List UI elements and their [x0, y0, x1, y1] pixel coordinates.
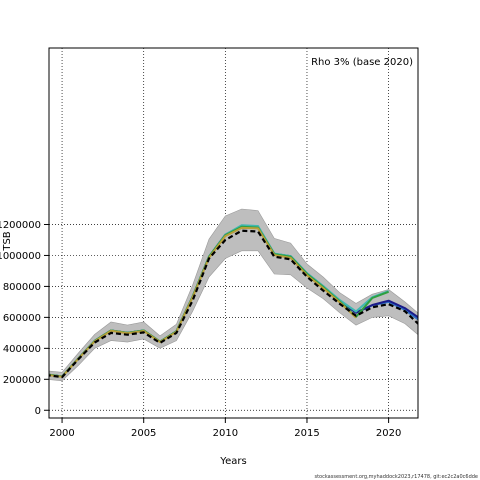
y-tick-label: 400000: [3, 344, 41, 355]
y-axis-label: TSB: [2, 231, 13, 251]
y-axis: 0 200000 400000 600000 800000 1000000 1200000: [0, 220, 49, 417]
x-tick-label: 2010: [213, 428, 238, 439]
y-tick-label: 1000000: [0, 251, 41, 262]
y-tick-label: 800000: [3, 282, 41, 293]
x-tick-label: 2005: [131, 428, 156, 439]
y-tick-label: 600000: [3, 313, 41, 324]
x-axis: 2000 2005 2010 2015 2020: [49, 418, 401, 439]
chart-annotation: Rho 3% (base 2020): [311, 57, 413, 68]
plot-area: [49, 48, 418, 418]
x-tick-label: 2020: [376, 428, 401, 439]
x-tick-label: 2000: [49, 428, 74, 439]
y-tick-label: 200000: [3, 375, 41, 386]
footer-note: stockassessment.org,myhaddock2023,r17478…: [314, 474, 478, 480]
series-line-5: [49, 226, 357, 378]
y-tick-label: 0: [35, 406, 41, 417]
y-tick-label: 1200000: [0, 220, 41, 231]
plot-content: [49, 48, 418, 418]
plot-border: [48, 47, 419, 419]
x-axis-label: Years: [219, 456, 246, 467]
confidence-band: [49, 208, 418, 382]
x-tick-label: 2015: [294, 428, 319, 439]
